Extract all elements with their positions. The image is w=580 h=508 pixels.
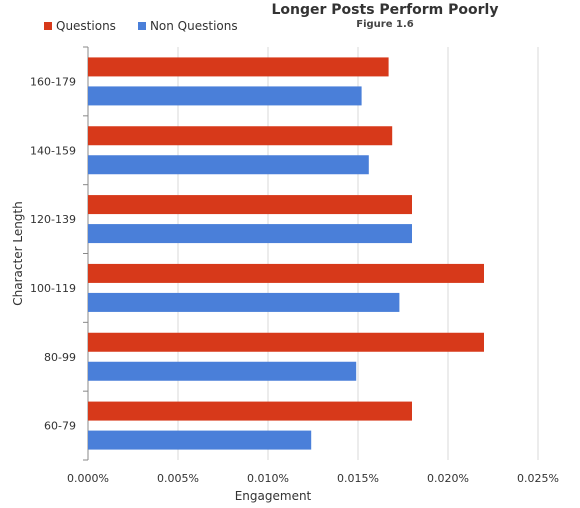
x-tick-label: 0.020% — [427, 472, 469, 485]
legend-swatch-questions — [44, 22, 52, 30]
y-category-label: 60-79 — [44, 420, 76, 433]
x-tick-label: 0.005% — [157, 472, 199, 485]
x-tick-label: 0.015% — [337, 472, 379, 485]
bar-non-questions — [88, 430, 312, 450]
chart-title: Longer Posts Perform Poorly — [271, 2, 499, 18]
y-category-label: 100-119 — [30, 282, 76, 295]
bar-non-questions — [88, 224, 412, 244]
y-axis-label: Character Length — [11, 201, 25, 305]
x-axis-label: Engagement — [235, 489, 312, 503]
y-category-label: 140-159 — [30, 144, 76, 157]
bar-non-questions — [88, 86, 362, 106]
bar-questions — [88, 57, 389, 77]
x-tick-label: 0.000% — [67, 472, 109, 485]
chart-subtitle: Figure 1.6 — [356, 19, 414, 30]
chart-title-block: Longer Posts Perform Poorly Figure 1.6 — [270, 2, 500, 30]
legend-label-questions: Questions — [56, 19, 116, 33]
bar-non-questions — [88, 292, 400, 312]
bar-questions — [88, 126, 393, 146]
legend-item-questions: Questions — [44, 19, 116, 33]
bar-non-questions — [88, 361, 357, 381]
bar-questions — [88, 263, 484, 283]
x-tick-label: 0.010% — [247, 472, 289, 485]
bar-questions — [88, 195, 412, 215]
legend-item-non-questions: Non Questions — [137, 19, 238, 33]
legend-label-non-questions: Non Questions — [149, 19, 238, 33]
y-category-label: 120-139 — [30, 213, 76, 226]
bar-questions — [88, 401, 412, 421]
y-category-label: 80-99 — [44, 351, 76, 364]
bar-non-questions — [88, 155, 369, 175]
y-category-label: 160-179 — [30, 75, 76, 88]
legend-swatch-non-questions — [137, 22, 146, 30]
x-tick-label: 0.025% — [517, 472, 559, 485]
legend: Questions Non Questions — [44, 19, 238, 33]
bar-questions — [88, 332, 484, 352]
